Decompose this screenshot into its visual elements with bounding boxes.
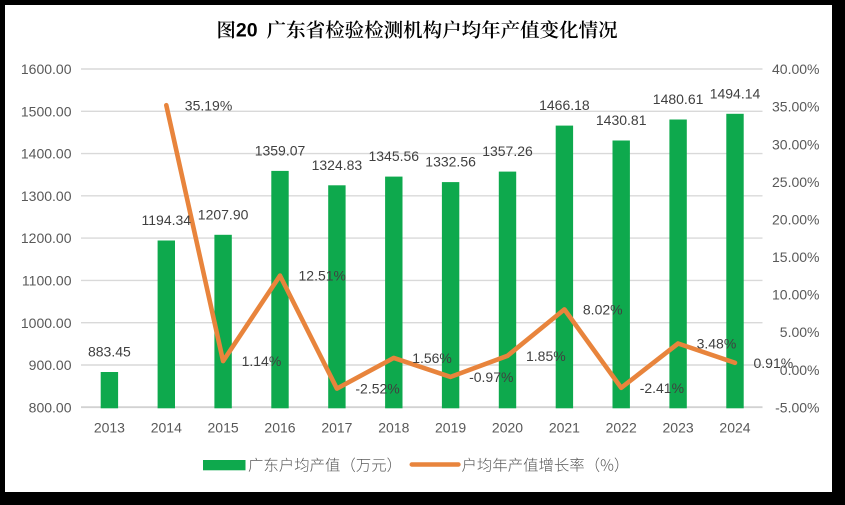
- svg-text:2017: 2017: [321, 420, 352, 436]
- svg-text:2018: 2018: [378, 420, 409, 436]
- svg-text:1332.56: 1332.56: [425, 154, 476, 170]
- svg-text:1300.00: 1300.00: [21, 188, 72, 204]
- svg-text:2020: 2020: [492, 420, 523, 436]
- svg-text:2024: 2024: [719, 420, 750, 436]
- svg-text:-2.52%: -2.52%: [355, 381, 399, 397]
- svg-text:1359.07: 1359.07: [255, 143, 306, 159]
- svg-text:2022: 2022: [606, 420, 637, 436]
- svg-text:1100.00: 1100.00: [22, 273, 72, 289]
- svg-text:0.91%: 0.91%: [754, 355, 794, 371]
- svg-text:2015: 2015: [208, 420, 239, 436]
- svg-text:-0.97%: -0.97%: [469, 369, 513, 385]
- svg-text:1200.00: 1200.00: [21, 230, 72, 246]
- svg-text:2016: 2016: [264, 420, 295, 436]
- svg-text:1357.26: 1357.26: [482, 143, 533, 159]
- svg-text:2019: 2019: [435, 420, 466, 436]
- svg-text:30.00%: 30.00%: [772, 136, 819, 152]
- svg-text:1000.00: 1000.00: [21, 315, 72, 331]
- svg-text:1500.00: 1500.00: [21, 103, 72, 119]
- svg-text:1600.00: 1600.00: [21, 61, 72, 77]
- svg-text:2023: 2023: [663, 420, 694, 436]
- svg-text:10.00%: 10.00%: [772, 287, 819, 303]
- svg-text:8.02%: 8.02%: [583, 302, 623, 318]
- svg-text:1324.83: 1324.83: [312, 157, 363, 173]
- svg-text:2021: 2021: [549, 420, 580, 436]
- svg-text:0.00%: 0.00%: [780, 362, 820, 378]
- svg-text:5.00%: 5.00%: [780, 324, 820, 340]
- svg-text:15.00%: 15.00%: [772, 249, 819, 265]
- svg-text:800.00: 800.00: [29, 399, 72, 415]
- svg-text:883.45: 883.45: [88, 344, 131, 360]
- svg-text:1400.00: 1400.00: [21, 146, 72, 162]
- svg-text:1194.34: 1194.34: [142, 212, 192, 228]
- svg-text:900.00: 900.00: [29, 357, 72, 373]
- svg-text:2014: 2014: [151, 420, 182, 436]
- svg-text:1430.81: 1430.81: [596, 112, 647, 128]
- svg-text:1494.14: 1494.14: [710, 85, 761, 101]
- svg-text:35.19%: 35.19%: [185, 97, 232, 113]
- svg-text:3.48%: 3.48%: [697, 336, 737, 352]
- svg-text:1480.61: 1480.61: [653, 91, 704, 107]
- svg-text:25.00%: 25.00%: [772, 174, 819, 190]
- svg-text:1.56%: 1.56%: [412, 350, 452, 366]
- svg-text:1.85%: 1.85%: [526, 348, 566, 364]
- svg-text:1.14%: 1.14%: [242, 353, 282, 369]
- svg-text:-2.41%: -2.41%: [640, 380, 684, 396]
- svg-text:1345.56: 1345.56: [368, 148, 419, 164]
- svg-text:20.00%: 20.00%: [772, 211, 819, 227]
- svg-text:40.00%: 40.00%: [772, 61, 819, 77]
- svg-text:1466.18: 1466.18: [539, 97, 590, 113]
- svg-text:1207.90: 1207.90: [198, 206, 249, 222]
- svg-text:-5.00%: -5.00%: [775, 399, 819, 415]
- svg-text:2013: 2013: [94, 420, 125, 436]
- svg-text:35.00%: 35.00%: [772, 99, 819, 115]
- svg-text:12.51%: 12.51%: [299, 268, 346, 284]
- svg-text:20: 20: [236, 20, 258, 42]
